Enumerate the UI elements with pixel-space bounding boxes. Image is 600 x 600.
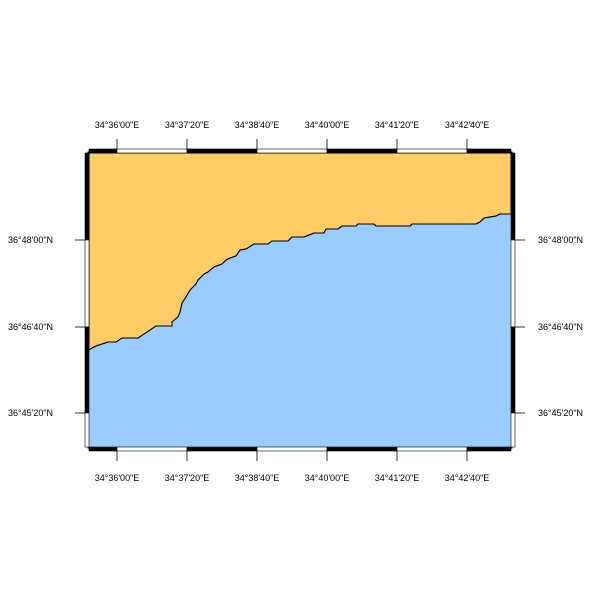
frame-segment <box>510 152 516 241</box>
frame-segment <box>510 239 516 328</box>
lon-label-bottom: 34°36'00"E <box>95 473 140 483</box>
frame-segment <box>116 446 188 452</box>
coastline <box>88 213 511 351</box>
lat-label-right: 36°46'40"N <box>538 322 583 332</box>
frame-segment <box>466 148 512 154</box>
lon-label-top: 34°41'20"E <box>375 120 420 130</box>
lon-label-top: 34°37'20"E <box>165 120 210 130</box>
frame-segment <box>326 446 398 452</box>
frame-segment <box>88 446 118 452</box>
frame-segment <box>84 326 90 414</box>
lat-label-left: 36°45'20"N <box>8 408 53 418</box>
frame-segment <box>88 148 118 154</box>
lat-label-left: 36°48'00"N <box>8 235 53 245</box>
frame-segment <box>256 446 328 452</box>
lon-label-bottom: 34°38'40"E <box>235 473 280 483</box>
graticule-labels: 34°36'00"E 34°37'20"E 34°38'40"E 34°40'00"E… <box>8 120 583 483</box>
frame-segment <box>186 148 258 154</box>
frame-segment <box>510 412 516 448</box>
frame-segment <box>84 239 90 328</box>
frame-segment <box>510 326 516 414</box>
frame-segment <box>186 446 258 452</box>
lat-label-left: 36°46'40"N <box>8 322 53 332</box>
lon-label-bottom: 34°42'40"E <box>445 473 490 483</box>
frame-segment <box>326 148 398 154</box>
lon-label-top: 34°38'40"E <box>235 120 280 130</box>
frame-segment <box>84 412 90 448</box>
map-frame <box>84 148 516 452</box>
lat-label-right: 36°45'20"N <box>538 408 583 418</box>
frame-segment <box>396 148 468 154</box>
lon-label-bottom: 34°37'20"E <box>165 473 210 483</box>
lon-label-bottom: 34°40'00"E <box>305 473 350 483</box>
frame-segment <box>116 148 188 154</box>
frame-segment <box>396 446 468 452</box>
frame-segment <box>466 446 512 452</box>
lon-label-top: 34°40'00"E <box>305 120 350 130</box>
graticule-ticks <box>75 139 525 461</box>
lat-label-right: 36°48'00"N <box>538 235 583 245</box>
lon-label-bottom: 34°41'20"E <box>375 473 420 483</box>
frame-segment <box>84 152 90 241</box>
lon-label-top: 34°42'40"E <box>445 120 490 130</box>
lon-label-top: 34°36'00"E <box>95 120 140 130</box>
frame-segment <box>256 148 328 154</box>
